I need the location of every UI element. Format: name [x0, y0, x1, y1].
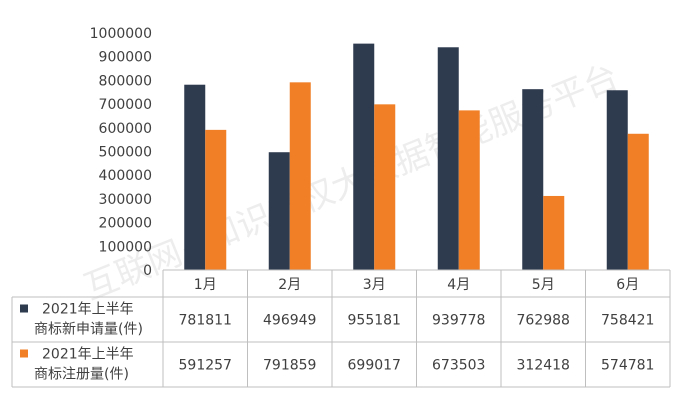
- y-tick-label: 0: [143, 263, 152, 279]
- bar-register: [289, 82, 311, 271]
- table-value-cell: 312418: [517, 358, 570, 374]
- y-tick-label: 1000000: [90, 26, 152, 42]
- legend-label-line1: 2021年上半年: [42, 347, 134, 363]
- table-value-cell: 574781: [601, 358, 654, 374]
- bar-apply: [184, 84, 206, 271]
- table-value-cell: 496949: [263, 313, 316, 329]
- y-tick-label: 100000: [99, 239, 152, 255]
- bar-apply: [353, 43, 375, 271]
- y-tick-label: 900000: [99, 50, 152, 66]
- x-category-label: 1月: [194, 277, 217, 293]
- table-value-cell: 791859: [263, 358, 316, 374]
- y-tick-label: 500000: [99, 145, 152, 161]
- y-tick-label: 200000: [99, 216, 152, 232]
- table-value-cell: 939778: [432, 313, 485, 329]
- x-category-label: 2月: [278, 277, 301, 293]
- table-value-cell: 762988: [517, 313, 570, 329]
- table-value-cell: 955181: [348, 313, 401, 329]
- table-value-cell: 591257: [179, 358, 232, 374]
- legend-label-line2: 商标注册量(件): [34, 367, 129, 383]
- y-tick-label: 800000: [99, 73, 152, 89]
- bar-register: [205, 129, 227, 270]
- table-value-cell: 758421: [601, 313, 654, 329]
- bar-register: [374, 104, 396, 270]
- table-value-cell: 699017: [348, 358, 401, 374]
- x-category-label: 3月: [363, 277, 386, 293]
- y-tick-label: 700000: [99, 97, 152, 113]
- y-tick-label: 300000: [99, 192, 152, 208]
- bar-register: [543, 195, 565, 270]
- bar-apply: [522, 89, 544, 270]
- x-category-label: 4月: [447, 277, 470, 293]
- bar-register: [458, 110, 480, 270]
- x-category-label: 6月: [616, 277, 639, 293]
- y-tick-label: 400000: [99, 168, 152, 184]
- table-value-cell: 673503: [432, 358, 485, 374]
- legend-key: [20, 304, 28, 313]
- bar-register: [627, 133, 649, 270]
- legend-label-line2: 商标新申请量(件): [34, 322, 143, 338]
- legend-key: [20, 349, 28, 358]
- bar-apply: [437, 47, 459, 270]
- table-value-cell: 781811: [179, 313, 232, 329]
- x-category-label: 5月: [532, 277, 555, 293]
- legend-label-line1: 2021年上半年: [42, 302, 134, 318]
- bar-apply: [606, 90, 628, 270]
- y-tick-label: 600000: [99, 121, 152, 137]
- bar-apply: [268, 152, 290, 270]
